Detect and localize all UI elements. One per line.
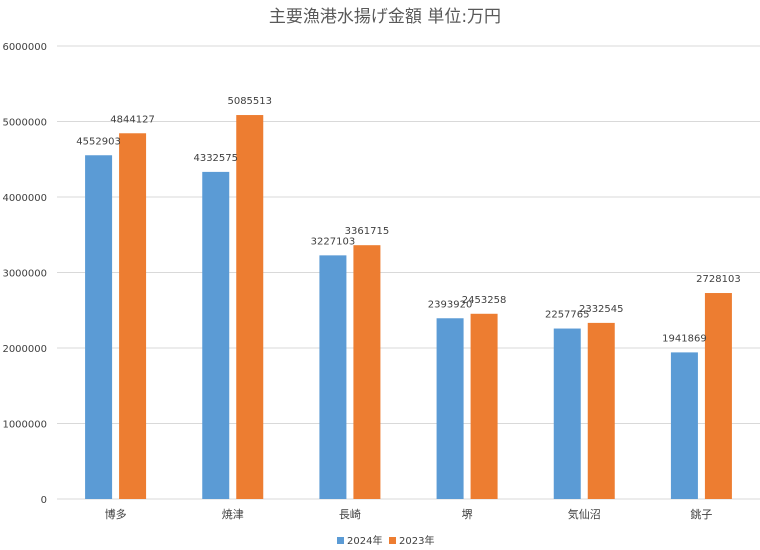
legend-label-2023: 2023年 bbox=[399, 534, 434, 547]
data-label: 3361715 bbox=[345, 226, 390, 237]
data-label: 4552903 bbox=[76, 136, 121, 147]
y-axis-ticks: 0 1000000 2000000 3000000 4000000 5000000 6000… bbox=[2, 42, 47, 506]
category-label: 焼津 bbox=[222, 508, 244, 521]
bar bbox=[85, 155, 113, 499]
bar bbox=[436, 318, 464, 499]
data-label: 2453258 bbox=[462, 295, 507, 306]
legend: 2024年 2023年 bbox=[337, 534, 434, 547]
bar bbox=[353, 245, 381, 499]
data-label: 2393920 bbox=[428, 299, 473, 310]
bars bbox=[85, 115, 732, 500]
data-label: 3227103 bbox=[311, 236, 356, 247]
legend-swatch-2023 bbox=[389, 537, 396, 544]
bar bbox=[670, 352, 698, 499]
bar bbox=[319, 255, 347, 499]
bar bbox=[470, 313, 498, 499]
data-label: 1941869 bbox=[662, 333, 707, 344]
data-label: 4332575 bbox=[193, 153, 238, 164]
category-label: 堺 bbox=[462, 508, 473, 521]
bar bbox=[553, 328, 581, 499]
data-label: 2257765 bbox=[545, 310, 590, 321]
category-label: 博多 bbox=[105, 507, 127, 521]
y-tick-label: 5000000 bbox=[2, 118, 47, 129]
category-label: 長崎 bbox=[339, 507, 361, 521]
y-tick-label: 2000000 bbox=[2, 344, 47, 355]
y-tick-label: 6000000 bbox=[2, 42, 47, 53]
legend-swatch-2024 bbox=[337, 537, 344, 544]
legend-label-2024: 2024年 bbox=[347, 534, 382, 547]
category-label: 気仙沼 bbox=[568, 507, 601, 521]
bar bbox=[236, 115, 264, 500]
data-label: 4844127 bbox=[110, 114, 155, 125]
bar bbox=[704, 293, 732, 499]
y-tick-label: 4000000 bbox=[2, 193, 47, 204]
gridlines bbox=[57, 45, 760, 500]
y-tick-label: 3000000 bbox=[2, 269, 47, 280]
bar bbox=[202, 171, 230, 499]
data-label: 5085513 bbox=[227, 96, 272, 107]
bar bbox=[587, 322, 615, 499]
chart-title: 主要漁港水揚げ金額 単位:万円 bbox=[269, 7, 501, 27]
data-label: 2332545 bbox=[579, 304, 624, 315]
y-tick-label: 1000000 bbox=[2, 420, 47, 431]
data-label: 2728103 bbox=[696, 274, 741, 285]
category-label: 銚子 bbox=[690, 507, 712, 521]
y-tick-label: 0 bbox=[41, 495, 47, 506]
bar bbox=[119, 133, 147, 499]
data-labels: 4552903 4844127 4332575 5085513 322710333617… bbox=[76, 96, 740, 344]
x-axis-categories: 博多 焼津 長崎 堺 気仙沼 銚子 bbox=[105, 507, 713, 521]
